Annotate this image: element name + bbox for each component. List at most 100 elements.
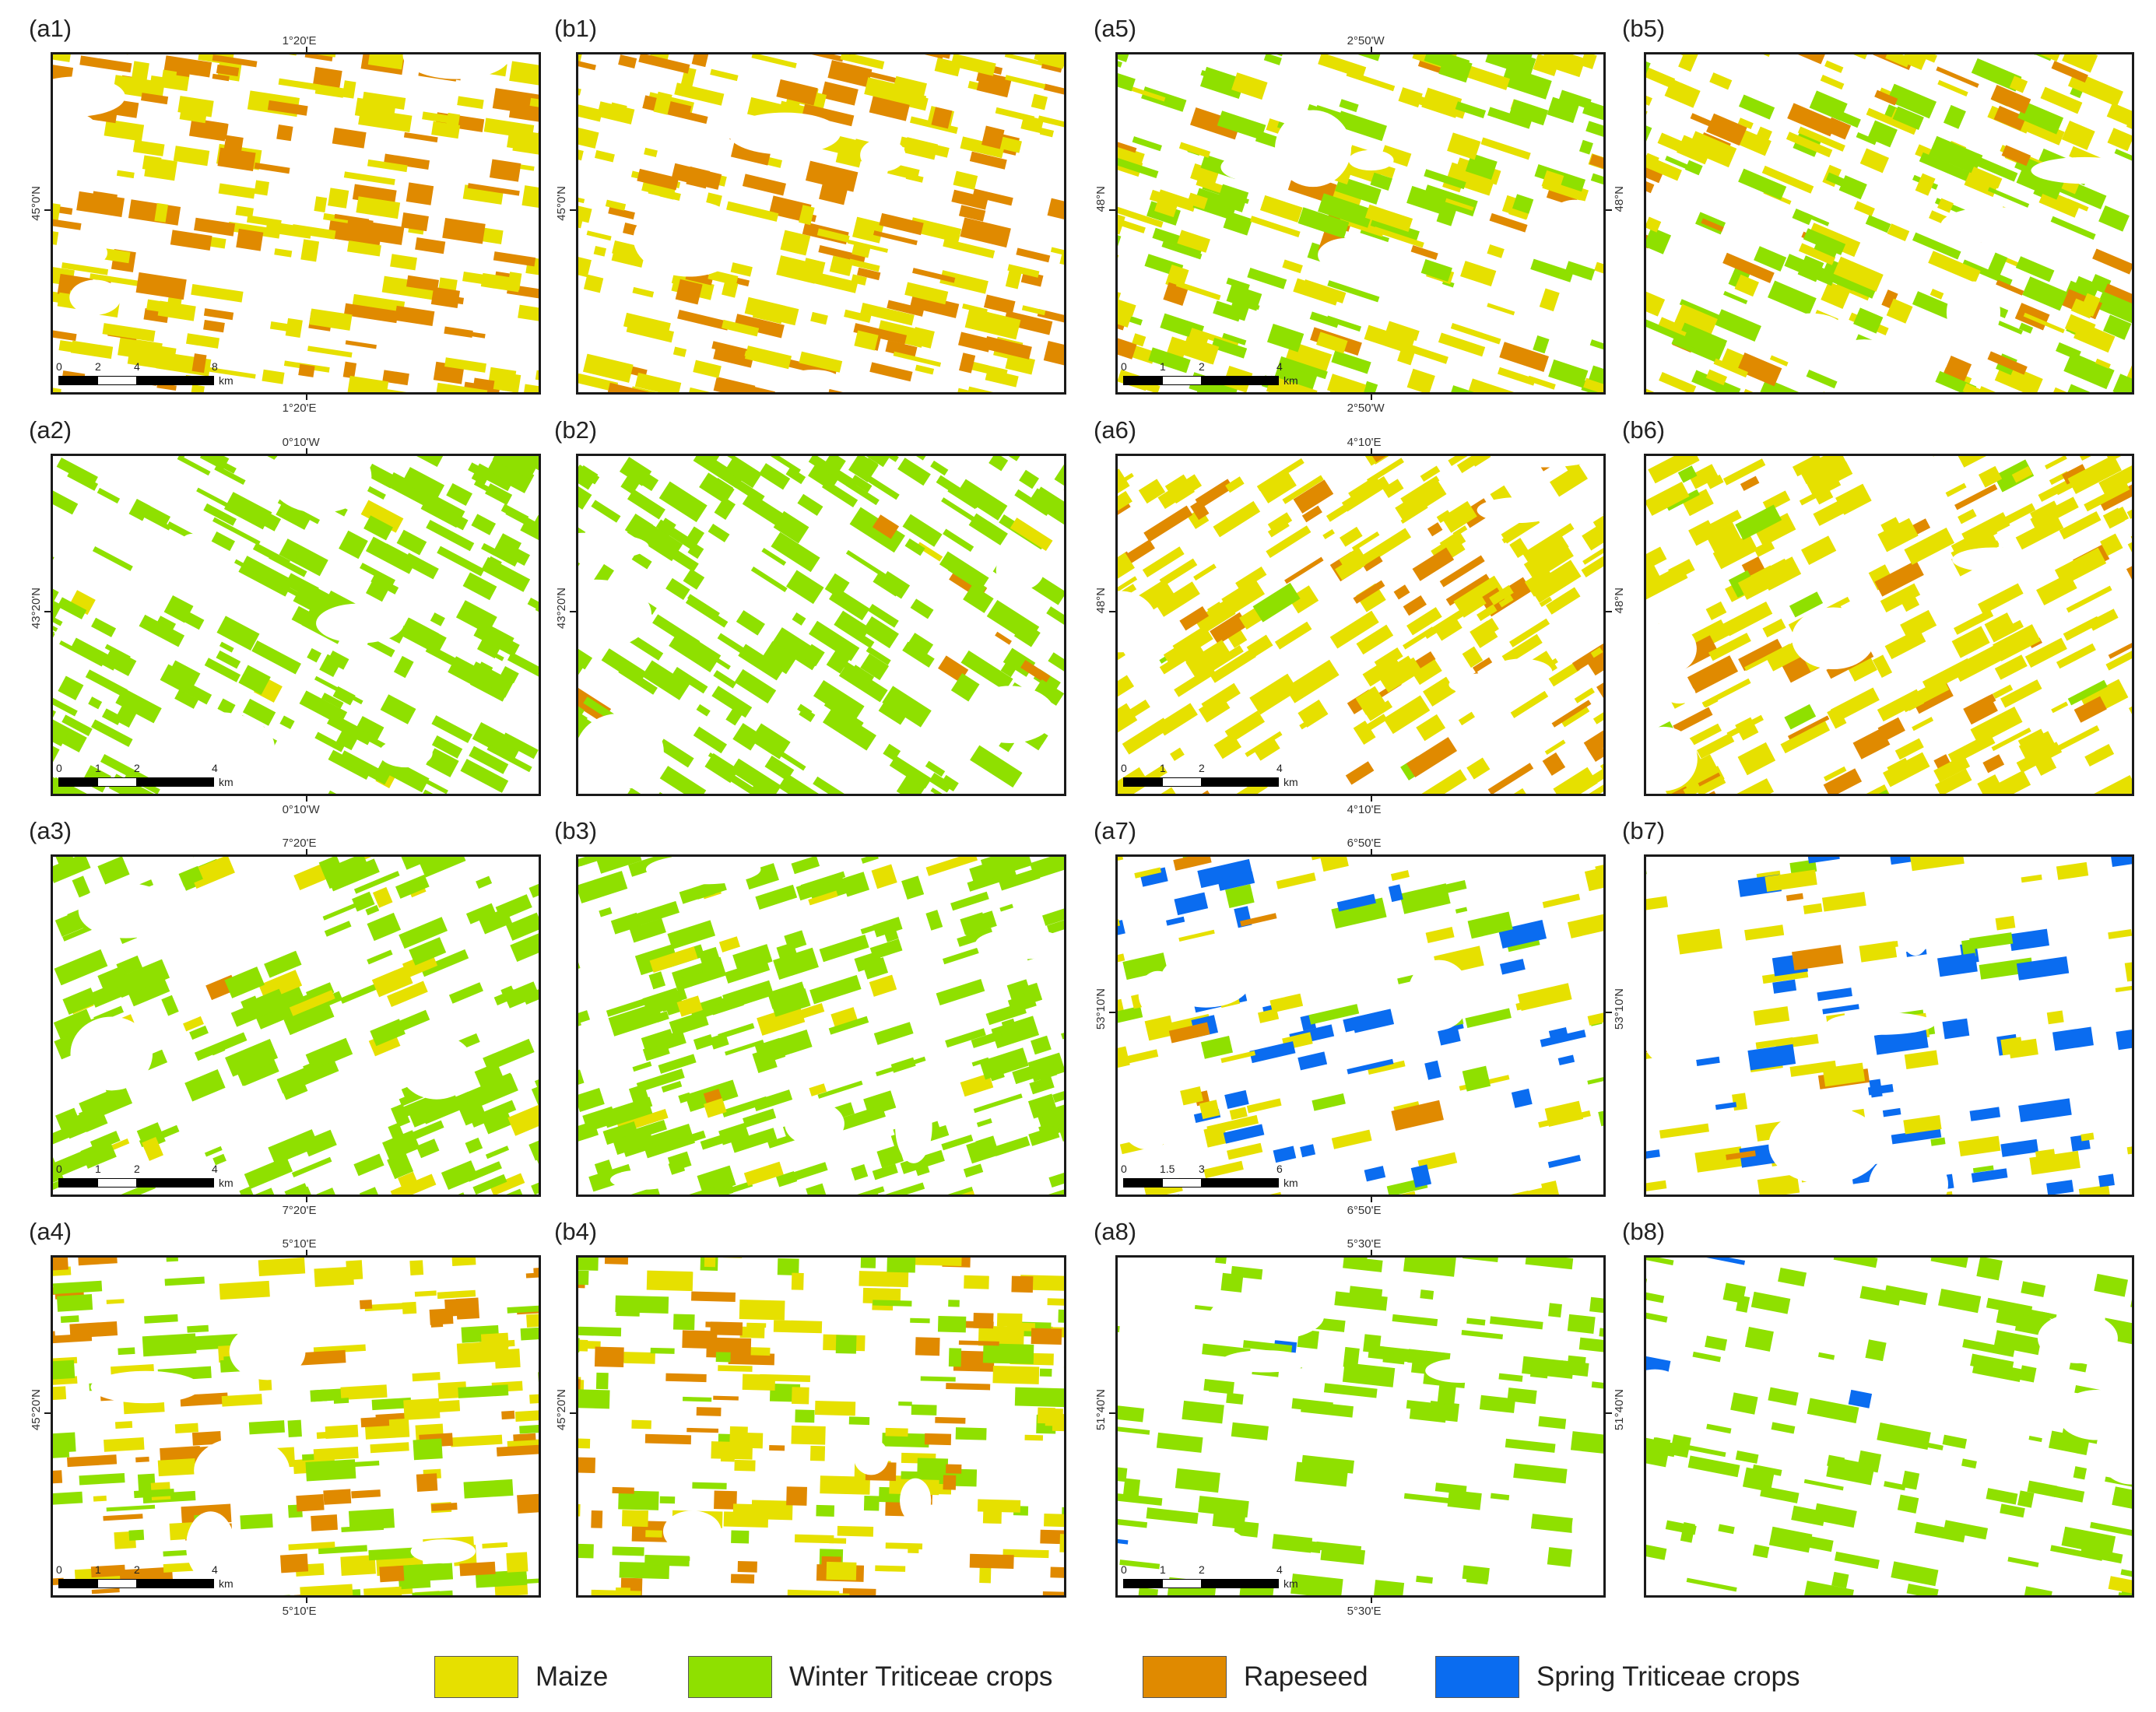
field-parcel xyxy=(293,864,328,890)
field-parcel xyxy=(399,617,447,655)
coord-label-left-a6: 48°N xyxy=(1094,588,1108,614)
non-crop-area xyxy=(1646,726,1698,791)
non-crop-area xyxy=(1952,547,2036,573)
field-parcel xyxy=(1466,378,1515,392)
field-parcel xyxy=(963,584,994,613)
field-parcel xyxy=(1768,280,1817,315)
crop-map-a2 xyxy=(53,456,539,794)
non-crop-area xyxy=(1792,607,1875,670)
field-parcel xyxy=(1648,456,1700,484)
field-parcel xyxy=(945,1028,986,1048)
field-parcel xyxy=(531,1177,539,1195)
field-parcel xyxy=(1581,555,1603,578)
field-parcel xyxy=(1722,602,1773,637)
field-parcel xyxy=(709,478,734,502)
field-parcel xyxy=(370,1019,406,1047)
field-parcel xyxy=(1900,609,1937,640)
field-parcel xyxy=(1821,891,1866,912)
panel-label-a7: (a7) xyxy=(1094,817,1137,844)
field-parcel xyxy=(1231,72,1268,100)
field-parcel xyxy=(608,102,627,122)
field-parcel xyxy=(680,1187,715,1195)
field-parcel xyxy=(289,990,335,1016)
field-parcel xyxy=(283,1001,335,1036)
field-parcel xyxy=(1697,778,1726,794)
field-parcel xyxy=(2116,1027,2132,1051)
field-parcel xyxy=(1646,546,1667,584)
field-parcel xyxy=(798,54,844,62)
field-parcel xyxy=(1510,690,1549,718)
field-parcel xyxy=(2016,742,2063,774)
field-parcel xyxy=(1646,384,1672,392)
non-crop-area xyxy=(610,1170,676,1190)
field-parcel xyxy=(1592,703,1603,724)
field-parcel xyxy=(1180,1086,1203,1106)
field-parcel xyxy=(841,872,870,897)
field-parcel xyxy=(1041,1188,1064,1195)
field-parcel xyxy=(2106,103,2132,137)
field-parcel xyxy=(1544,739,1566,756)
field-parcel xyxy=(1682,489,1714,517)
field-parcel xyxy=(902,514,943,547)
field-parcel xyxy=(2124,958,2132,982)
field-parcel xyxy=(420,949,469,977)
field-parcel xyxy=(500,732,539,760)
field-parcel xyxy=(797,703,813,717)
field-parcel xyxy=(1019,469,1039,489)
field-parcel xyxy=(1743,54,1774,58)
field-parcel xyxy=(1886,298,1913,324)
field-parcel xyxy=(1276,872,1316,889)
field-parcel xyxy=(334,715,361,733)
field-parcel xyxy=(1356,624,1394,655)
coord-label-right-a6: 48°N xyxy=(1613,588,1626,614)
field-parcel xyxy=(703,1098,727,1118)
crop-map-a6 xyxy=(1118,456,1603,794)
field-parcel xyxy=(873,1022,914,1045)
field-parcel xyxy=(1420,465,1441,482)
field-parcel xyxy=(1557,1054,1575,1066)
field-parcel xyxy=(1823,766,1847,782)
field-parcel xyxy=(157,456,192,458)
field-parcel xyxy=(1509,538,1529,558)
coord-tick-top-a3 xyxy=(305,849,307,854)
field-parcels-a5 xyxy=(1118,54,1603,392)
field-parcel xyxy=(1825,117,1852,140)
field-parcel xyxy=(1668,559,1695,581)
field-parcel xyxy=(1840,54,1873,60)
non-crop-area xyxy=(70,1016,153,1091)
field-parcel xyxy=(883,1182,925,1195)
field-parcel xyxy=(2100,533,2123,556)
field-parcel xyxy=(644,147,658,157)
field-parcel xyxy=(1043,83,1064,97)
field-parcel xyxy=(1417,1152,1458,1172)
field-parcel xyxy=(1206,602,1224,616)
field-parcel xyxy=(91,617,117,637)
field-parcel xyxy=(885,340,918,359)
field-parcel xyxy=(1877,517,1919,553)
field-parcel xyxy=(1982,754,2005,774)
field-parcel xyxy=(1192,790,1211,794)
field-parcel xyxy=(1801,535,1837,565)
field-parcel xyxy=(1410,1164,1432,1188)
field-parcel xyxy=(736,610,765,636)
field-parcel xyxy=(489,159,521,182)
field-parcel xyxy=(1034,54,1064,69)
field-parcel xyxy=(1789,1060,1837,1077)
field-parcel xyxy=(1393,584,1410,600)
field-parcel xyxy=(1942,1018,1970,1040)
field-parcel xyxy=(1646,154,1663,184)
field-parcel xyxy=(53,218,82,230)
field-parcel xyxy=(1021,305,1046,316)
field-parcel xyxy=(971,1030,1003,1048)
field-parcel xyxy=(641,1123,695,1159)
field-parcel xyxy=(1318,54,1367,79)
field-parcel xyxy=(819,934,869,963)
field-parcel xyxy=(345,340,377,349)
field-parcel xyxy=(1257,1008,1280,1023)
field-parcel xyxy=(53,577,59,605)
non-crop-area xyxy=(860,139,906,172)
field-parcel xyxy=(302,1129,337,1157)
field-parcel xyxy=(960,650,1013,692)
field-parcel xyxy=(1853,201,1875,217)
field-parcel xyxy=(1489,212,1528,233)
